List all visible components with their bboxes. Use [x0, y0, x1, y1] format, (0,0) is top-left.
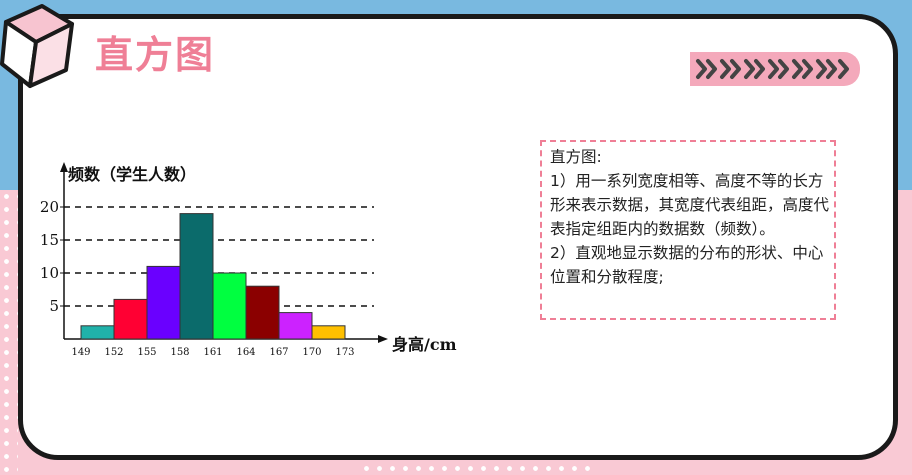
chart-ylabel: 频数（学生人数）: [68, 165, 196, 184]
x-tick-label-158: 158: [170, 347, 189, 358]
x-tick-label-173: 173: [335, 347, 354, 358]
chevron-double-right-icon: [690, 52, 860, 86]
histogram-bar-155-158: [146, 265, 181, 340]
y-tick-label-20: 20: [40, 198, 59, 216]
chevron-row-icon: [696, 59, 849, 79]
background-dots-left: [0, 190, 18, 475]
background-dots-bottom: [360, 462, 590, 475]
histogram-bar-158-161: [179, 213, 214, 340]
histogram-chart: 5 10 15 20 149 152 155 158 161 164 167 170 173 频数（学…: [40, 162, 457, 358]
histogram-bar-152-155: [113, 298, 148, 340]
histogram-bar-149-152: [80, 325, 115, 340]
chart-xlabel: 身高/cm: [392, 335, 457, 354]
x-tick-label-170: 170: [302, 347, 321, 358]
x-tick-label-155: 155: [137, 347, 156, 358]
x-tick-label-149: 149: [71, 347, 90, 358]
histogram-bar-161-164: [212, 272, 247, 340]
description-point-1: 1）用一系列宽度相等、高度不等的长方形来表示数据，其宽度代表组距，高度代表指定组…: [550, 172, 830, 238]
cube-icon: [0, 4, 74, 88]
y-tick-label-5: 5: [49, 297, 59, 315]
x-tick-label-164: 164: [236, 347, 255, 358]
slide-card: [18, 14, 898, 460]
x-tick-label-167: 167: [269, 347, 288, 358]
y-tick-label-15: 15: [40, 231, 59, 249]
page-title: 直方图: [95, 33, 216, 77]
histogram-bar-167-170: [278, 312, 313, 340]
histogram-bar-164-167: [245, 285, 280, 340]
y-tick-label-10: 10: [40, 264, 59, 282]
histogram-bar-170-173: [311, 325, 346, 340]
description-point-2: 2）直观地显示数据的分布的形状、中心位置和分散程度;: [550, 244, 824, 286]
x-tick-label-161: 161: [203, 347, 222, 358]
description-box: 直方图: 1）用一系列宽度相等、高度不等的长方形来表示数据，其宽度代表组距，高度…: [540, 140, 836, 320]
description-heading: 直方图:: [550, 148, 602, 166]
x-tick-label-152: 152: [104, 347, 123, 358]
